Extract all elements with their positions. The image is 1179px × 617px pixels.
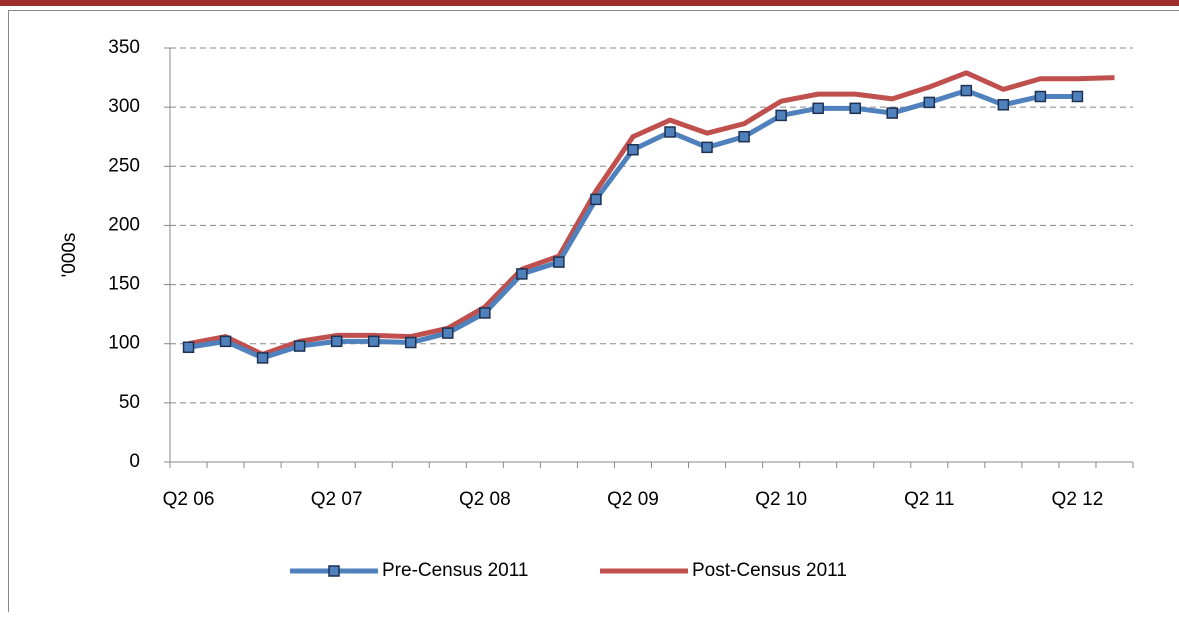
x-tick-label: Q2 06 [163, 489, 215, 510]
x-tick-label: Q2 12 [1052, 489, 1104, 510]
x-tick-label: Q2 08 [459, 489, 511, 510]
marker [480, 308, 490, 318]
x-tick-label: Q2 09 [607, 489, 659, 510]
top-border [0, 0, 1179, 6]
marker [591, 194, 601, 204]
marker [1035, 91, 1045, 101]
series-line [189, 91, 1078, 358]
y-tick-label: 150 [108, 274, 140, 295]
marker [924, 97, 934, 107]
series-line [189, 73, 1115, 355]
legend-label: Pre-Census 2011 [382, 560, 528, 581]
marker [776, 110, 786, 120]
marker [184, 342, 194, 352]
marker [998, 100, 1008, 110]
y-tick-label: 300 [108, 96, 140, 117]
marker [258, 353, 268, 363]
x-tick-label: Q2 11 [904, 489, 954, 510]
marker [739, 132, 749, 142]
marker [295, 341, 305, 351]
y-axis-label: '000s [59, 233, 80, 278]
marker [813, 103, 823, 113]
y-tick-label: 250 [108, 155, 140, 176]
marker [850, 103, 860, 113]
legend-label: Post-Census 2011 [692, 560, 847, 581]
marker [961, 86, 971, 96]
marker [887, 108, 897, 118]
marker [702, 142, 712, 152]
y-tick-label: 100 [108, 333, 140, 354]
y-tick-label: 0 [129, 451, 140, 472]
marker [517, 269, 527, 279]
marker [1072, 91, 1082, 101]
marker [332, 336, 342, 346]
marker [406, 338, 416, 348]
legend-marker [329, 566, 339, 576]
marker [369, 336, 379, 346]
marker [443, 328, 453, 338]
marker [628, 145, 638, 155]
y-tick-label: 50 [119, 392, 140, 413]
x-tick-label: Q2 07 [311, 489, 363, 510]
y-tick-label: 200 [108, 214, 140, 235]
x-tick-label: Q2 10 [755, 489, 807, 510]
marker [665, 127, 675, 137]
y-tick-label: 350 [108, 37, 140, 58]
marker [554, 257, 564, 267]
marker [221, 336, 231, 346]
